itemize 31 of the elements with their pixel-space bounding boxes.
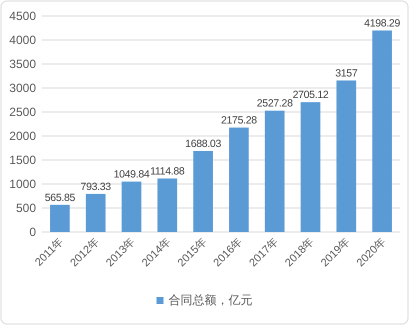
y-tick-label: 3000 xyxy=(9,81,36,95)
y-tick-label: 0 xyxy=(29,225,36,239)
data-label: 2705.12 xyxy=(292,89,329,102)
data-label: 2175.28 xyxy=(220,114,258,127)
y-tick-label: 2500 xyxy=(9,105,36,119)
y-tick-label: 4000 xyxy=(9,33,36,47)
bar xyxy=(229,128,249,232)
bar xyxy=(157,178,178,232)
bar xyxy=(193,150,213,232)
data-label: 3157 xyxy=(335,67,358,80)
bar xyxy=(86,194,106,232)
data-label: 565.85 xyxy=(44,192,76,204)
data-label: 4198.29 xyxy=(364,17,400,30)
data-label: 793.33 xyxy=(80,180,112,193)
bar xyxy=(50,204,70,232)
bar xyxy=(300,102,320,232)
y-tick-label: 3500 xyxy=(9,57,36,71)
data-label: 2527.28 xyxy=(256,98,294,110)
data-label: 1049.84 xyxy=(114,168,150,181)
bar xyxy=(336,80,356,232)
bar xyxy=(264,110,285,232)
data-label: 1114.88 xyxy=(150,165,185,178)
y-tick-label: 500 xyxy=(16,201,36,215)
bar xyxy=(372,30,392,232)
legend-label: 合同总额，亿元 xyxy=(168,293,252,307)
y-tick-label: 4500 xyxy=(9,9,36,23)
bar xyxy=(122,182,142,232)
data-label: 1688.03 xyxy=(185,138,222,150)
y-tick-label: 1500 xyxy=(9,153,36,167)
y-tick-label: 1000 xyxy=(9,177,36,191)
y-tick-label: 2000 xyxy=(9,129,36,143)
